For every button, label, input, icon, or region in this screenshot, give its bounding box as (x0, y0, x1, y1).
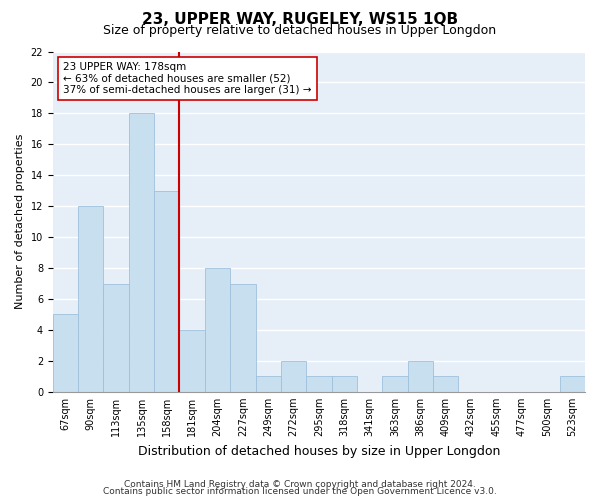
Bar (306, 376, 332, 392)
Bar (103, 284, 129, 392)
Bar (154, 190, 179, 392)
X-axis label: Distribution of detached houses by size in Upper Longdon: Distribution of detached houses by size … (138, 444, 500, 458)
Bar (230, 284, 256, 392)
Bar (433, 376, 458, 392)
Bar (382, 376, 407, 392)
Bar (256, 376, 281, 392)
Text: Contains HM Land Registry data © Crown copyright and database right 2024.: Contains HM Land Registry data © Crown c… (124, 480, 476, 489)
Bar (281, 361, 306, 392)
Text: 23, UPPER WAY, RUGELEY, WS15 1QB: 23, UPPER WAY, RUGELEY, WS15 1QB (142, 12, 458, 28)
Y-axis label: Number of detached properties: Number of detached properties (15, 134, 25, 310)
Bar (205, 268, 230, 392)
Bar (179, 330, 205, 392)
Text: 23 UPPER WAY: 178sqm
← 63% of detached houses are smaller (52)
37% of semi-detac: 23 UPPER WAY: 178sqm ← 63% of detached h… (64, 62, 312, 95)
Bar (332, 376, 357, 392)
Bar (129, 114, 154, 392)
Bar (560, 376, 585, 392)
Text: Size of property relative to detached houses in Upper Longdon: Size of property relative to detached ho… (103, 24, 497, 37)
Text: Contains public sector information licensed under the Open Government Licence v3: Contains public sector information licen… (103, 488, 497, 496)
Bar (78, 206, 103, 392)
Bar (407, 361, 433, 392)
Bar (53, 314, 78, 392)
